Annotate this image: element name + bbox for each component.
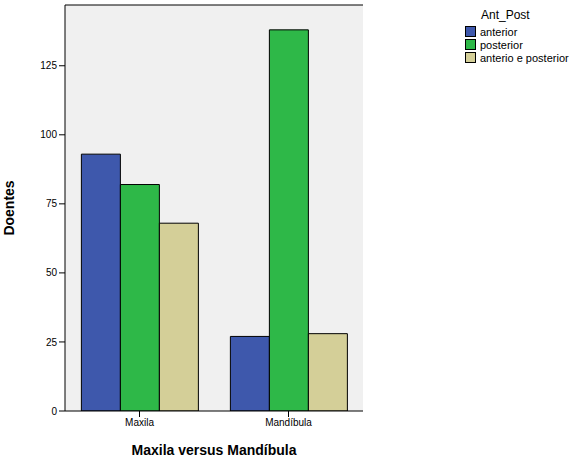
html-text:Ant_Post: Ant_Post bbox=[481, 8, 530, 22]
svg-text:100: 100 bbox=[40, 129, 57, 140]
html-text:posterior: posterior bbox=[480, 38, 523, 51]
svg-text:Maxila: Maxila bbox=[125, 417, 154, 428]
svg-text:25: 25 bbox=[46, 337, 58, 348]
svg-text:75: 75 bbox=[46, 198, 58, 209]
svg-text:50: 50 bbox=[46, 267, 58, 278]
svg-text:Maxila versus Mandíbula: Maxila versus Mandíbula bbox=[132, 442, 297, 458]
html-text:anterior: anterior bbox=[480, 25, 518, 38]
svg-text:0: 0 bbox=[51, 406, 57, 417]
svg-text:125: 125 bbox=[40, 60, 57, 71]
svg-text:Mandíbula: Mandíbula bbox=[265, 417, 312, 428]
svg-text:Doentes: Doentes bbox=[8, 180, 17, 235]
html-text:anterio e posterior: anterio e posterior bbox=[480, 51, 569, 64]
